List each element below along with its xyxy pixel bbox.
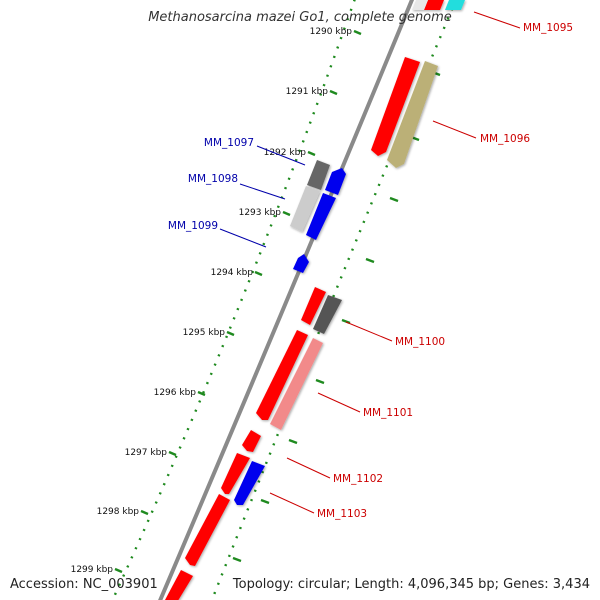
- genome-title: Methanosarcina mazei Go1, complete genom…: [148, 10, 452, 25]
- kbp-tick: [168, 450, 177, 457]
- gene-block-mm-1100[interactable]: [313, 295, 342, 334]
- kbp-label: 1294 kbp: [211, 268, 254, 278]
- kbp-tick: [226, 330, 235, 337]
- gene-labels: MM_1095 MM_1096 MM_1097 MM_1098 MM_1099 …: [168, 22, 573, 520]
- gene-label-mm-1096[interactable]: MM_1096: [480, 133, 530, 145]
- kbp-label: 1298 kbp: [97, 507, 140, 517]
- gene-block-red-1100a[interactable]: [301, 287, 326, 325]
- kbp-labels: 1290 kbp 1291 kbp 1292 kbp 1293 kbp 1294 kbp…: [71, 27, 353, 575]
- gene-block-mm-1098[interactable]: [290, 186, 320, 232]
- gene-block-mm-1097[interactable]: [307, 160, 330, 190]
- kbp-tick: [197, 390, 206, 397]
- gene-block-red-1101a[interactable]: [256, 330, 308, 420]
- kbp-label: 1295 kbp: [183, 328, 226, 338]
- inner-dotted-ring: [111, 0, 356, 600]
- gene-block-red-bottom[interactable]: [165, 570, 193, 600]
- genome-summary-text: Topology: circular; Length: 4,096,345 bp…: [232, 577, 590, 592]
- gene-block-mm-1102[interactable]: [242, 430, 261, 452]
- kbp-label: 1297 kbp: [125, 448, 168, 458]
- gene-label-mm-1098[interactable]: MM_1098: [188, 173, 238, 185]
- kbp-label: 1291 kbp: [286, 87, 329, 97]
- gene-label-mm-1097[interactable]: MM_1097: [204, 137, 254, 149]
- gene-block-mm-1096[interactable]: [387, 61, 438, 168]
- kbp-label: 1293 kbp: [239, 208, 282, 218]
- kbp-tick: [329, 89, 338, 96]
- gene-block-red-1103a[interactable]: [221, 453, 250, 494]
- kbp-tick: [307, 150, 316, 157]
- gene-block-blue-1098[interactable]: [306, 193, 336, 240]
- gene-block-mm-1103[interactable]: [234, 461, 265, 505]
- gene-block-mm-1101[interactable]: [270, 338, 323, 430]
- gene-block-cyan-top[interactable]: [445, 0, 465, 10]
- kbp-tick: [140, 509, 149, 516]
- gene-block-red-1096a[interactable]: [371, 57, 420, 156]
- kbp-label: 1292 kbp: [264, 148, 307, 158]
- gene-block-lightgray-top[interactable]: [412, 0, 428, 10]
- gene-label-mm-1100[interactable]: MM_1100: [395, 336, 445, 348]
- gene-label-mm-1103[interactable]: MM_1103: [317, 508, 367, 520]
- gene-block-blue-1097[interactable]: [325, 168, 346, 195]
- kbp-tick: [282, 210, 291, 217]
- kbp-label: 1299 kbp: [71, 565, 114, 575]
- gene-block-mm-1095[interactable]: [424, 0, 444, 10]
- gene-blocks: [165, 0, 465, 600]
- gene-label-mm-1099[interactable]: MM_1099: [168, 220, 218, 232]
- accession-text: Accession: NC_003901: [10, 577, 158, 592]
- outer-ring-ticks: [232, 70, 441, 563]
- kbp-tick: [254, 270, 263, 277]
- leader-lines: [219, 11, 521, 514]
- kbp-tick: [114, 567, 123, 574]
- gene-label-mm-1102[interactable]: MM_1102: [333, 473, 383, 485]
- gene-block-mm-1099[interactable]: [293, 254, 309, 273]
- kbp-ticks: [114, 29, 362, 574]
- gene-label-mm-1101[interactable]: MM_1101: [363, 407, 413, 419]
- gene-block-red-lower[interactable]: [185, 494, 230, 566]
- gene-label-mm-1095[interactable]: MM_1095: [523, 22, 573, 34]
- kbp-label: 1290 kbp: [310, 27, 353, 37]
- kbp-tick: [353, 29, 362, 36]
- genome-backbone: [158, 0, 415, 600]
- kbp-label: 1296 kbp: [154, 388, 197, 398]
